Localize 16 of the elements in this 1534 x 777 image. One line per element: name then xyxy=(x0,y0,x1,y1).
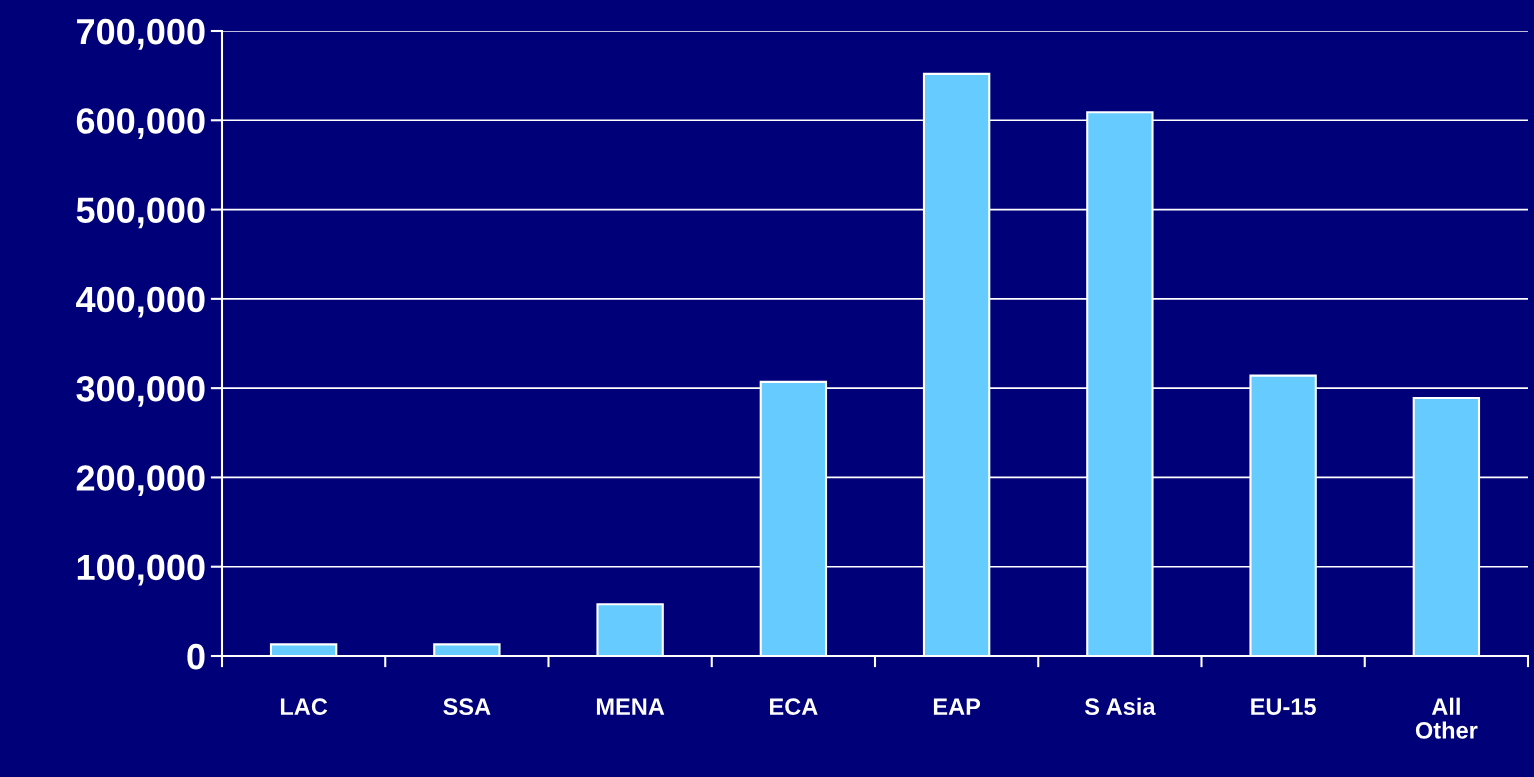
y-tick-label: 0 xyxy=(187,643,205,670)
x-tick-label: EAP xyxy=(933,698,981,715)
x-tick-label: ECA xyxy=(770,698,818,716)
x-tick-label: All Other xyxy=(1415,697,1478,739)
x-tick-label: MENA xyxy=(596,698,665,715)
x-tick-label: LAC xyxy=(280,698,328,716)
y-tick-label: 700,000 xyxy=(77,18,205,50)
y-tick-label: 600,000 xyxy=(76,108,205,139)
y-tick-label: 200,000 xyxy=(76,465,205,497)
y-tick-label: 400,000 xyxy=(76,286,205,318)
x-tick-label: SSA xyxy=(443,698,491,716)
x-tick-label: S Asia xyxy=(1084,697,1156,716)
y-tick-label: 300,000 xyxy=(76,376,205,407)
y-tick-label: 500,000 xyxy=(76,197,205,229)
y-tick-label: 100,000 xyxy=(77,554,205,586)
x-tick-label: EU-15 xyxy=(1251,698,1316,716)
